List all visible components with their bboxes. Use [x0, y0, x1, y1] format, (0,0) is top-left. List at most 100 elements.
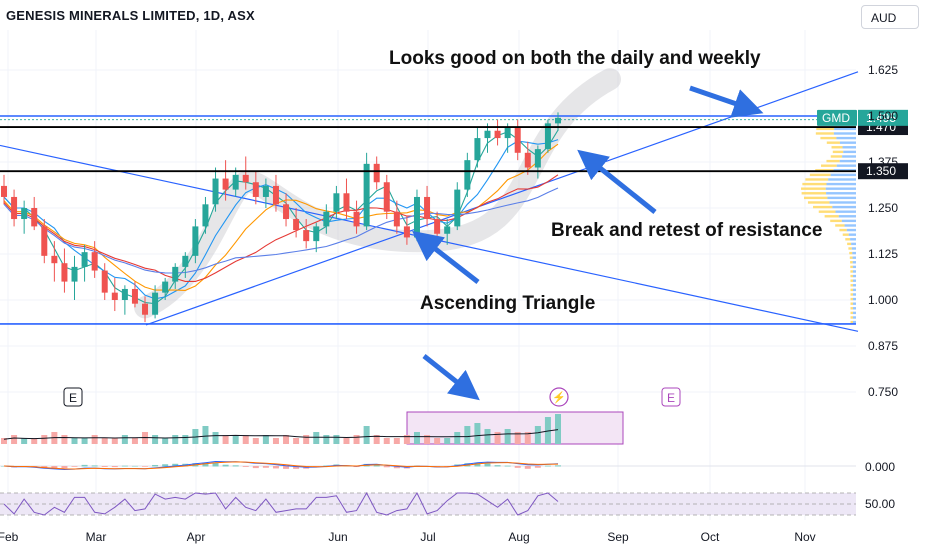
macd-histogram-bar	[474, 462, 481, 467]
candle-body	[333, 193, 340, 212]
volume-bar	[283, 435, 290, 444]
volume-pane	[1, 411, 624, 445]
candle-body	[323, 211, 330, 227]
volume-bar	[454, 432, 461, 444]
profile-bar-down	[850, 293, 853, 296]
macd-histogram-bar	[484, 463, 491, 467]
volume-bar	[403, 435, 410, 444]
candle-body	[353, 211, 360, 227]
rsi-tick-label: 50.00	[865, 497, 895, 511]
profile-bar-down	[801, 192, 827, 195]
earnings-marker	[63, 387, 83, 407]
volume-bar	[434, 438, 441, 444]
macd-histogram-bar	[555, 465, 561, 467]
candle-body	[21, 208, 28, 220]
highlighter-stroke	[134, 68, 621, 319]
candle-body	[444, 226, 451, 234]
profile-bar-down	[813, 205, 833, 209]
macd-histogram-bar	[152, 464, 159, 467]
macd-histogram-bar	[544, 465, 551, 467]
profile-bar-down	[842, 233, 849, 236]
price-axis: 1.625 1.500 1.375 1.250 1.125 1.000 0.875 0.750	[868, 63, 898, 399]
profile-bar-down	[832, 150, 844, 154]
volume-bar	[353, 435, 360, 444]
macd-histogram-bar	[262, 466, 269, 468]
arrow-to-resistance	[689, 85, 764, 118]
profile-bar-down	[850, 297, 853, 301]
macd-histogram-bar	[202, 463, 209, 467]
time-tick-label: Sep	[607, 530, 629, 544]
candle-body	[142, 303, 149, 315]
candle-body	[293, 219, 300, 231]
candle-body	[555, 117, 561, 124]
candle-body	[262, 185, 269, 197]
macd-histogram-bar	[131, 465, 138, 467]
profile-bar-down	[826, 159, 840, 163]
volume-bar	[202, 426, 209, 444]
profile-bar-down	[821, 164, 837, 167]
macd-tick-label: 0.000	[865, 460, 895, 474]
profile-bar-down	[824, 215, 839, 218]
earnings-marker-label: E	[69, 391, 77, 405]
candle-body	[41, 226, 48, 256]
macd-histogram-bar	[212, 463, 219, 467]
candle-body	[413, 196, 420, 238]
profile-bar-up	[852, 265, 856, 269]
profile-bar-down	[850, 279, 853, 282]
volume-bar	[162, 438, 169, 444]
earnings-marker-future-label: E	[667, 391, 675, 405]
candles	[1, 112, 561, 323]
volume-bar	[293, 438, 300, 444]
last-price-label: 1.495	[866, 111, 896, 125]
price-tick-label: 1.500	[868, 109, 898, 123]
currency-button[interactable]: AUD	[861, 5, 919, 29]
volume-bar	[31, 438, 38, 444]
profile-bar-down	[850, 320, 853, 324]
volume-bar	[484, 429, 491, 444]
macd-histogram-bar	[81, 464, 88, 467]
candle-body	[504, 127, 511, 139]
candle-body	[494, 130, 501, 139]
volume-bar	[212, 432, 219, 444]
profile-bar-down	[847, 242, 852, 246]
price-tick-label: 1.625	[868, 63, 898, 77]
time-axis: Feb Mar Apr Jun Jul Aug Sep Oct Nov	[0, 530, 816, 544]
profile-bar-down	[803, 196, 828, 200]
volume-bar	[383, 438, 390, 444]
time-tick-label: Jul	[420, 530, 435, 544]
time-tick-label: Feb	[0, 530, 19, 544]
profile-bar-up	[827, 196, 856, 200]
candle-body	[474, 138, 481, 161]
profile-bar-up	[852, 302, 856, 305]
volume-bar	[61, 435, 68, 444]
profile-bar-up	[852, 284, 856, 287]
profile-bar-down	[850, 274, 853, 278]
macd-histogram-bar	[494, 465, 501, 467]
candle-body	[373, 163, 380, 183]
macd-histogram-bar	[373, 464, 380, 467]
profile-bar-up	[843, 150, 856, 154]
macd-histogram-bar	[283, 466, 290, 469]
profile-bar-down	[831, 146, 843, 149]
macd-histogram-bar	[534, 466, 541, 468]
profile-bar-up	[829, 201, 856, 204]
volume-bar	[232, 435, 239, 444]
volume-bar	[444, 438, 451, 444]
volume-bar	[494, 432, 501, 444]
profile-bar-up	[830, 173, 856, 177]
profile-bar-down	[850, 265, 853, 269]
candle-body	[11, 196, 18, 220]
macd-histogram-bar	[524, 466, 531, 469]
earnings-marker-future	[661, 387, 681, 407]
volume-bar	[152, 435, 159, 444]
candle-body	[313, 226, 320, 242]
time-tick-label: Mar	[86, 530, 107, 544]
profile-bar-down	[830, 155, 843, 158]
profile-bar-down	[826, 141, 840, 144]
volume-bar	[252, 438, 259, 444]
candle-body	[131, 288, 138, 304]
dividend-marker	[549, 387, 569, 407]
candle-body	[434, 219, 441, 234]
profile-bar-up	[842, 155, 856, 158]
